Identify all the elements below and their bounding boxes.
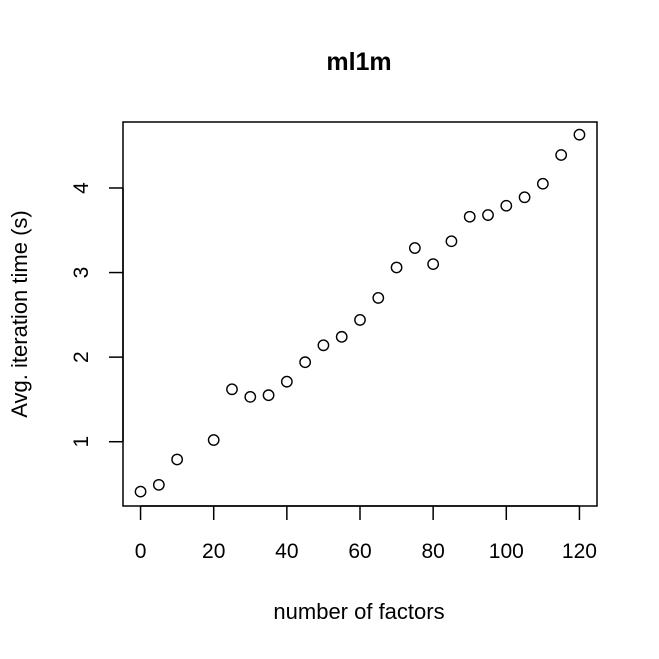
data-point: [335, 330, 348, 343]
data-point: [445, 235, 458, 248]
data-point: [262, 389, 275, 402]
data-point: [317, 339, 330, 352]
x-tick-label: 80: [421, 540, 444, 563]
data-points: [134, 128, 586, 498]
y-axis: 1 2 3 4: [70, 182, 124, 448]
y-tick-label: 3: [70, 267, 93, 279]
data-point: [152, 478, 165, 491]
data-point: [408, 242, 421, 254]
y-axis-title: Avg. iteration time (s): [7, 210, 32, 417]
data-point: [299, 356, 312, 369]
data-point: [518, 191, 531, 204]
x-axis-title: number of factors: [273, 599, 444, 624]
x-axis: 0 20 40 60 80 100 120: [135, 505, 597, 563]
data-point: [244, 390, 257, 403]
data-point: [207, 434, 220, 446]
data-point: [372, 292, 385, 304]
chart-title: ml1m: [326, 48, 391, 76]
data-point: [463, 210, 476, 223]
data-point: [171, 453, 184, 466]
x-tick-label: 60: [348, 540, 371, 563]
data-point: [555, 149, 568, 161]
data-point: [500, 199, 513, 212]
y-tick-label: 4: [70, 182, 93, 194]
data-point: [226, 383, 238, 396]
x-tick-label: 0: [135, 540, 147, 563]
data-point: [427, 258, 440, 270]
data-point: [573, 128, 586, 141]
x-tick-label: 40: [275, 540, 298, 563]
y-tick-label: 1: [70, 436, 93, 448]
plot-area-frame: [122, 121, 598, 507]
data-point: [482, 209, 494, 221]
data-point: [134, 485, 147, 498]
data-point: [390, 261, 403, 274]
data-point: [354, 314, 366, 326]
x-tick-label: 20: [202, 540, 225, 563]
data-point: [280, 375, 293, 388]
y-tick-label: 2: [70, 351, 93, 363]
x-tick-label: 100: [489, 540, 524, 563]
x-tick-label: 120: [562, 540, 597, 563]
data-point: [536, 177, 549, 190]
